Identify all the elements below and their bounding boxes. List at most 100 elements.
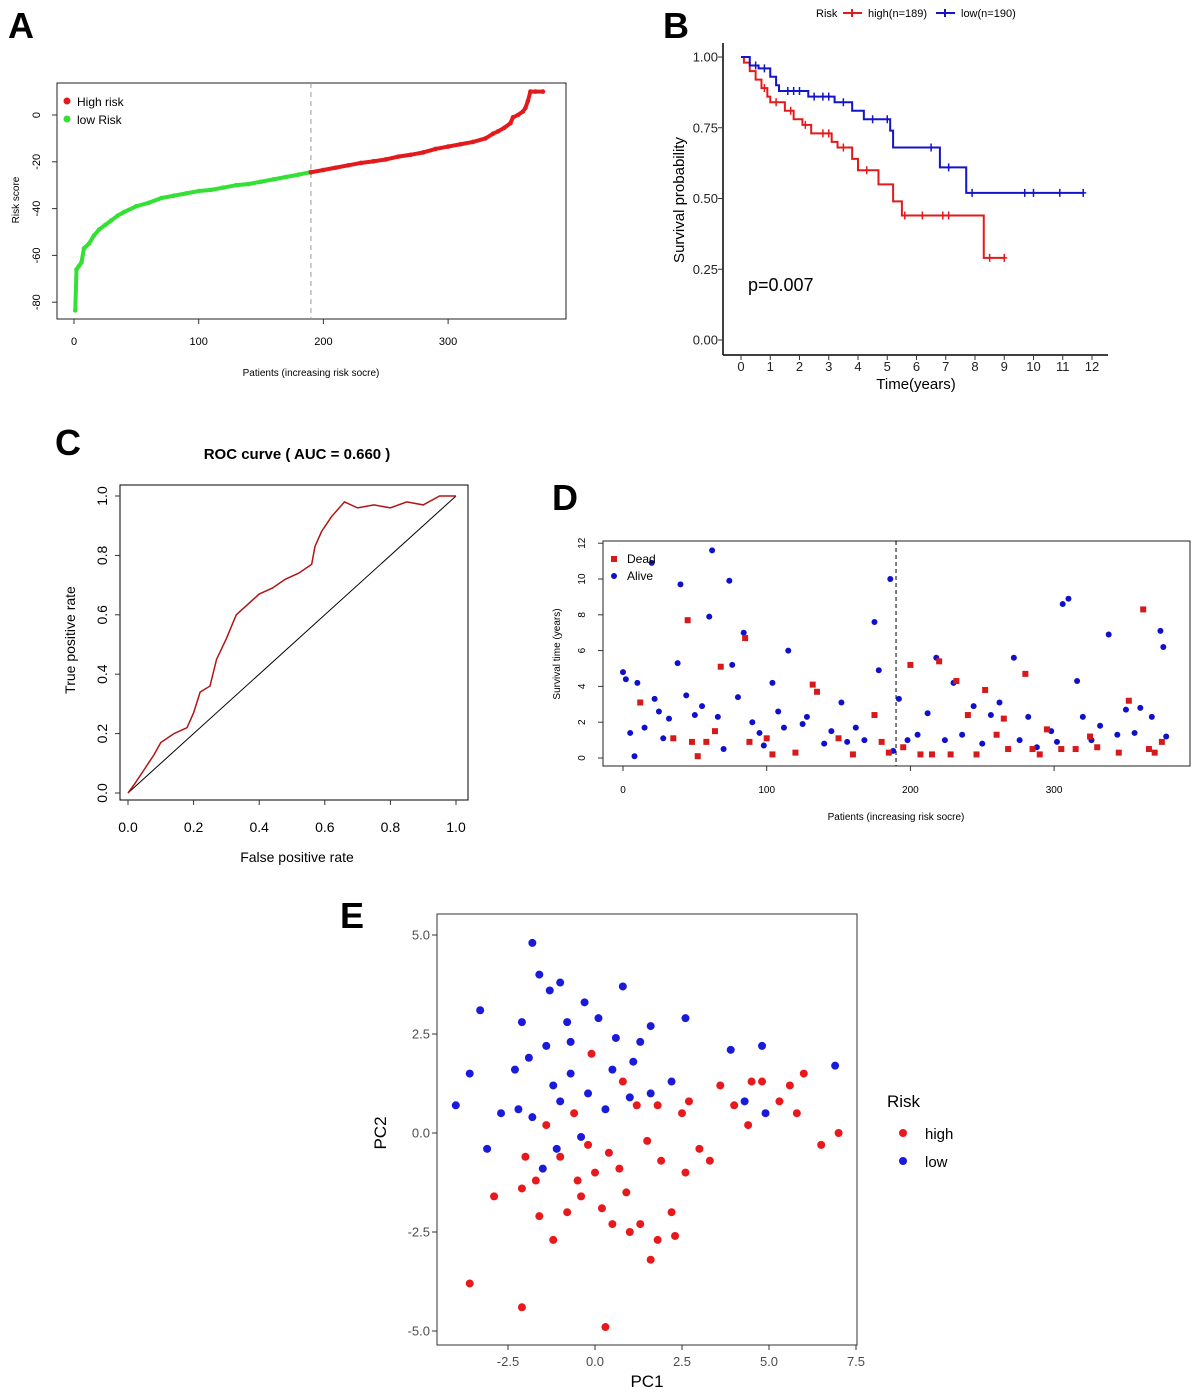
dead-point <box>982 686 989 693</box>
pca-point-high <box>570 1109 579 1118</box>
y-tick-label: 0.50 <box>693 191 718 206</box>
pca-point-high <box>591 1168 599 1177</box>
legend-high: high <box>925 1126 953 1143</box>
risk-point <box>528 89 533 94</box>
pca-point-high <box>521 1152 530 1161</box>
y-axis-label: PC2 <box>371 1116 390 1149</box>
pca-point-high <box>587 1049 596 1058</box>
censor-mark <box>784 86 791 95</box>
risk-point <box>533 89 538 94</box>
pca-point-low <box>563 1018 572 1027</box>
risk-point <box>370 159 376 164</box>
alive-point <box>622 676 629 683</box>
pca-point-low <box>577 1132 586 1141</box>
risk-point <box>308 170 314 175</box>
y-tick-label: 4 <box>577 683 588 689</box>
risk-point <box>121 209 127 215</box>
risk-point <box>383 157 389 162</box>
alive-point <box>875 667 882 674</box>
censor-mark <box>819 92 826 101</box>
pca-point-low <box>580 998 589 1007</box>
pca-point-low <box>594 1014 603 1023</box>
x-tick-label: 7 <box>942 359 949 374</box>
pca-point-high <box>535 1212 544 1221</box>
y-tick-label: 0.8 <box>94 545 110 565</box>
pca-point-high <box>584 1140 593 1149</box>
pca-point-high <box>622 1188 631 1197</box>
alive-point <box>1137 704 1144 711</box>
pca-point-high <box>597 1204 606 1213</box>
dead-point <box>917 751 924 758</box>
alive-point <box>1160 644 1167 651</box>
legend-title: Risk <box>816 8 838 20</box>
y-tick-label: 2 <box>577 719 588 725</box>
x-tick-label: 9 <box>1001 359 1008 374</box>
y-tick-label: 0.0 <box>94 783 110 803</box>
pca-point-low <box>629 1057 638 1066</box>
dead-point <box>993 731 1000 738</box>
censor-mark <box>863 166 870 175</box>
risk-point <box>490 131 496 137</box>
alive-point <box>1010 654 1017 661</box>
alive-point <box>861 737 868 744</box>
censor-mark <box>761 64 768 73</box>
alive-point <box>760 742 767 749</box>
y-tick-label: -5.0 <box>408 1324 430 1339</box>
alive-point <box>987 712 994 719</box>
panel-letter: A <box>8 5 34 46</box>
legend-high: high(n=189) <box>868 8 927 20</box>
dead-point <box>813 688 820 695</box>
censor-mark <box>819 129 826 138</box>
pca-point-high <box>615 1164 624 1173</box>
risk-point <box>171 193 177 199</box>
censor-mark <box>969 188 976 197</box>
x-tick-label: 200 <box>314 336 332 348</box>
censor-mark <box>1056 188 1063 197</box>
alive-point <box>720 746 727 753</box>
risk-point <box>458 141 463 147</box>
risk-point <box>420 150 426 155</box>
y-tick-label: 10 <box>577 573 588 585</box>
pca-point-low <box>831 1061 840 1070</box>
pca-point-high <box>817 1140 826 1149</box>
dead-point <box>878 738 885 745</box>
risk-point <box>445 144 451 149</box>
chart-title: ROC curve ( AUC = 0.660 ) <box>204 446 391 463</box>
panel-letter: B <box>663 5 689 46</box>
censor-mark <box>802 120 809 129</box>
pca-point-low <box>556 978 565 987</box>
dead-point <box>1140 606 1147 613</box>
plot-frame <box>119 484 469 801</box>
censor-mark <box>1001 253 1008 262</box>
y-tick-label: 0.0 <box>412 1126 430 1141</box>
risk-point <box>321 167 326 173</box>
legend-marker-dead <box>611 556 617 562</box>
dead-point <box>1072 746 1079 753</box>
pca-point-high <box>705 1156 714 1165</box>
risk-point <box>76 263 82 269</box>
risk-point <box>158 195 164 201</box>
pca-point-low <box>726 1045 735 1054</box>
pca-point-high <box>730 1101 739 1110</box>
legend-title: Risk <box>887 1092 921 1111</box>
pca-point-high <box>678 1109 686 1118</box>
alive-point <box>959 731 966 738</box>
risk-curve <box>73 170 311 311</box>
dead-point <box>703 738 710 745</box>
pca-point-high <box>681 1168 690 1177</box>
pca-point-high <box>792 1109 801 1118</box>
pca-point-low <box>524 1053 533 1062</box>
pca-point-high <box>657 1156 666 1165</box>
pca-point-high <box>758 1077 767 1086</box>
alive-point <box>1114 731 1121 738</box>
y-tick-label: -40 <box>31 201 43 217</box>
risk-point <box>358 160 364 166</box>
censor-mark <box>884 115 891 124</box>
risk-point <box>540 89 546 94</box>
alive-point <box>709 547 716 554</box>
alive-point <box>1074 678 1081 685</box>
dead-point <box>684 617 691 624</box>
alive-point <box>734 694 741 701</box>
risk-point <box>74 267 79 272</box>
x-tick-label: 0.4 <box>249 819 269 835</box>
